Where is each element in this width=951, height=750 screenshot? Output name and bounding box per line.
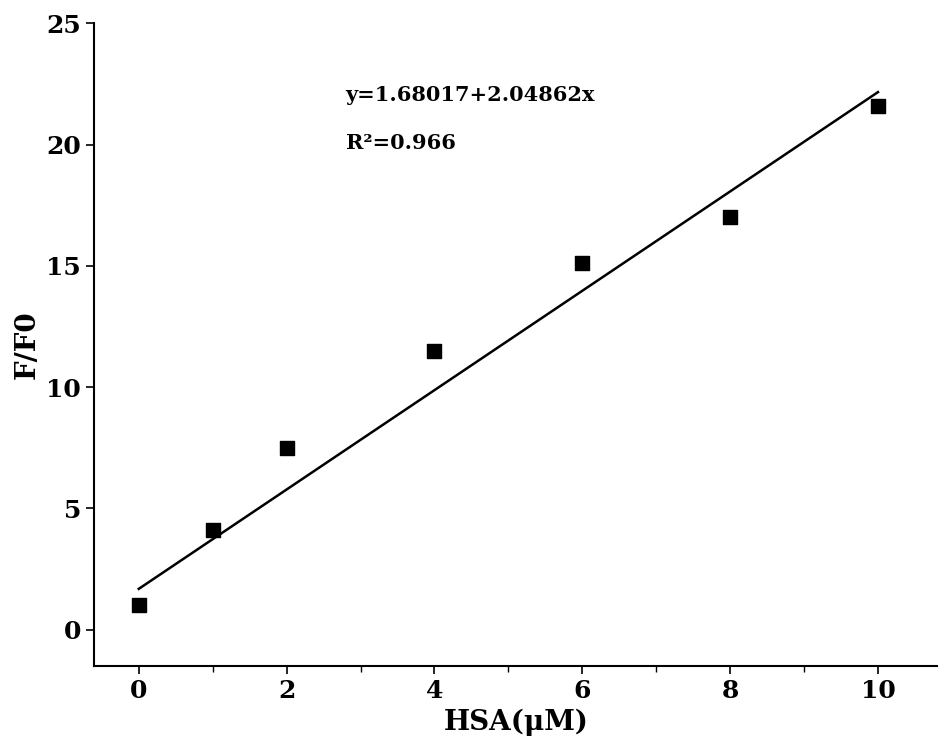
Point bbox=[574, 257, 590, 269]
X-axis label: HSA(μM): HSA(μM) bbox=[443, 709, 588, 736]
Y-axis label: F/F0: F/F0 bbox=[14, 310, 41, 379]
Text: y=1.68017+2.04862x: y=1.68017+2.04862x bbox=[346, 85, 595, 105]
Point bbox=[870, 100, 885, 112]
Point bbox=[279, 442, 294, 454]
Text: R²=0.966: R²=0.966 bbox=[346, 134, 456, 154]
Point bbox=[427, 345, 442, 357]
Point bbox=[723, 211, 738, 223]
Point bbox=[131, 599, 146, 611]
Point bbox=[205, 524, 221, 536]
